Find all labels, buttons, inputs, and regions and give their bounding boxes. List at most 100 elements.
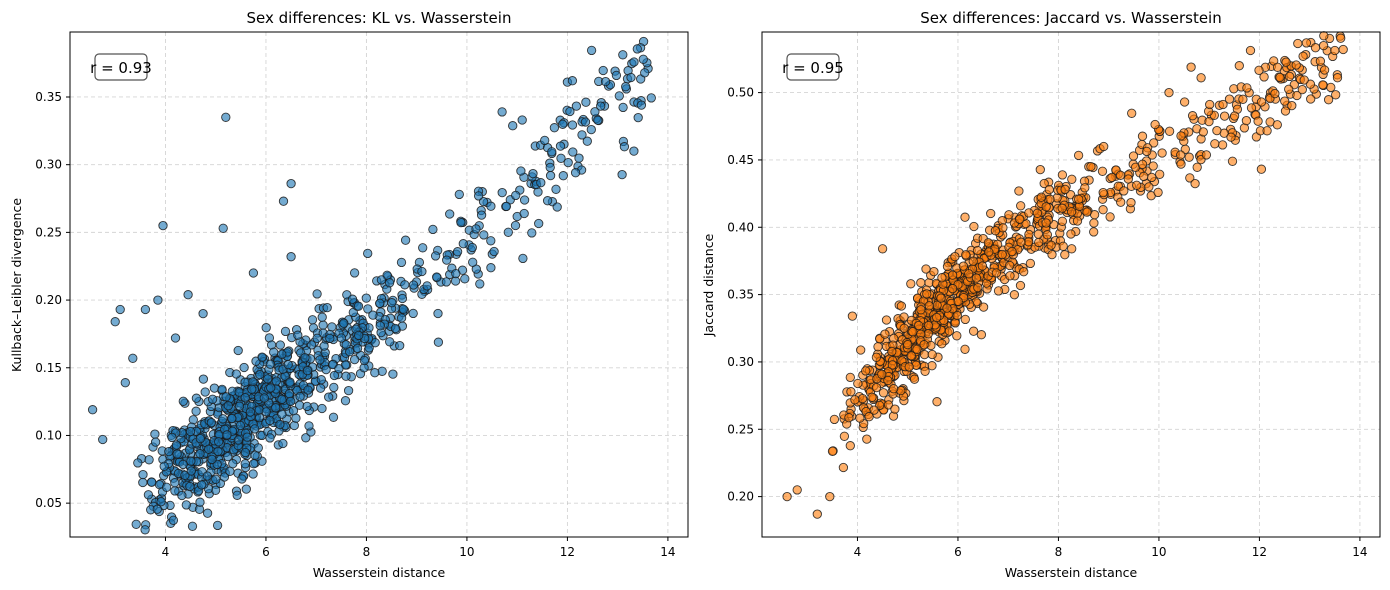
right-data-point (838, 462, 849, 473)
right-data-point (1201, 150, 1212, 160)
right-data-point (991, 268, 1002, 278)
right-data-point (1099, 141, 1109, 152)
right-data-point (977, 261, 988, 271)
chart-left-xlabel: Wasserstein distance (313, 565, 446, 580)
right-data-point (1299, 75, 1309, 85)
left-data-point (574, 153, 584, 163)
left-data-point (257, 352, 267, 362)
right-data-point (861, 366, 871, 376)
left-data-point (307, 315, 318, 325)
left-data-point (325, 333, 335, 344)
left-data-point (214, 437, 224, 447)
left-data-point (456, 217, 466, 228)
right-data-point (990, 226, 1001, 236)
left-data-point (198, 308, 208, 319)
right-data-point (1287, 100, 1297, 111)
left-data-point (158, 220, 168, 231)
left-ytick-label: 0.10 (35, 428, 62, 442)
left-data-point (555, 141, 566, 151)
left-data-point (400, 235, 411, 245)
right-data-point (1196, 73, 1206, 83)
right-xtick-label: 12 (1252, 545, 1267, 559)
left-data-point (255, 369, 265, 380)
right-data-point (1298, 51, 1308, 61)
left-data-point (322, 302, 332, 313)
right-data-point (1067, 244, 1077, 254)
right-data-point (1067, 174, 1077, 184)
right-data-point (919, 349, 930, 360)
right-data-point (1310, 43, 1321, 53)
left-data-point (618, 102, 628, 113)
left-data-point (143, 490, 154, 500)
left-data-point (368, 310, 378, 320)
right-data-point (1014, 186, 1024, 196)
right-data-point (1270, 88, 1280, 99)
right-data-point (1219, 111, 1230, 121)
right-data-point (960, 314, 970, 325)
left-data-point (167, 432, 177, 443)
chart-right-plot-frame (761, 31, 1381, 538)
left-data-point (408, 280, 419, 290)
right-data-point (1073, 150, 1084, 161)
left-data-point (558, 119, 568, 129)
left-xtick-label: 4 (162, 545, 170, 559)
right-data-point (914, 320, 924, 331)
right-data-point (1242, 83, 1252, 93)
left-data-point (339, 318, 349, 328)
chart-right-title: Sex differences: Jaccard vs. Wasserstein (920, 9, 1221, 27)
left-data-point (315, 383, 326, 393)
left-data-point (468, 257, 478, 267)
left-data-point (508, 121, 518, 131)
right-data-point (1060, 250, 1070, 260)
chart-right-correlation-text: r = 0.95 (782, 59, 844, 77)
right-data-point (878, 388, 889, 398)
right-data-point (947, 270, 958, 280)
right-data-point (1007, 246, 1017, 257)
right-xtick-label: 14 (1352, 545, 1367, 559)
left-data-point (275, 419, 285, 430)
right-data-point (792, 485, 802, 495)
left-data-point (324, 392, 334, 402)
right-data-point (906, 279, 916, 289)
right-data-point (1184, 152, 1194, 162)
right-data-point (888, 384, 899, 394)
left-data-point (345, 347, 355, 357)
left-data-point (195, 433, 205, 444)
right-data-point (1098, 187, 1108, 198)
left-data-point (300, 353, 310, 363)
right-data-point (864, 412, 874, 422)
left-data-point (241, 484, 251, 494)
left-data-point (501, 201, 512, 212)
left-data-point (223, 401, 233, 411)
left-data-point (445, 209, 455, 219)
right-data-point (968, 256, 978, 266)
left-data-point (115, 304, 125, 315)
left-data-point (433, 337, 444, 347)
right-data-point (1080, 183, 1090, 193)
right-data-point (877, 244, 888, 254)
left-data-point (98, 434, 108, 445)
right-data-point (912, 344, 922, 354)
left-data-point (202, 471, 212, 481)
right-data-point (924, 301, 934, 311)
right-data-point (1192, 162, 1202, 172)
right-data-point (978, 302, 989, 312)
right-data-point (1155, 169, 1165, 179)
right-data-point (855, 413, 865, 423)
right-data-point (973, 282, 983, 293)
right-data-point (1139, 171, 1149, 182)
left-data-point (277, 409, 287, 419)
left-data-point (265, 359, 275, 369)
left-data-point (140, 304, 151, 315)
right-data-point (1301, 38, 1312, 48)
right-data-point (997, 249, 1007, 260)
left-data-point (388, 369, 398, 379)
left-data-point (138, 469, 148, 480)
left-data-point (284, 389, 295, 399)
left-ytick-label: 0.20 (35, 293, 62, 307)
right-data-point (1245, 45, 1256, 56)
right-data-point (908, 327, 918, 337)
chart-right-xlabel: Wasserstein distance (1005, 565, 1138, 580)
left-data-point (370, 338, 380, 348)
left-xtick-label: 8 (363, 545, 371, 559)
